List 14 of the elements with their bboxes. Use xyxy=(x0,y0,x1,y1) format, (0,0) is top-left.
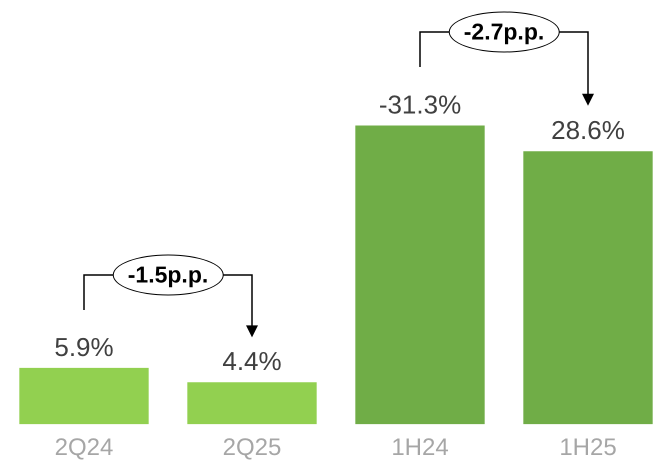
x-tick-label: 1H24 xyxy=(391,434,449,462)
x-tick-label: 2Q24 xyxy=(54,434,114,462)
text: -2.7p.p. xyxy=(448,12,560,53)
bar xyxy=(355,125,485,424)
data-label: 5.9% xyxy=(54,332,114,362)
bar xyxy=(19,368,149,424)
annotation: -1.5p.p. xyxy=(112,254,224,296)
annotation: -31.3% xyxy=(378,89,462,120)
x-tick-label: 1H25 xyxy=(559,434,617,462)
data-label: 28.6% xyxy=(551,115,625,146)
bar xyxy=(523,151,653,424)
bar xyxy=(187,382,317,424)
x-tick-label: 2Q25 xyxy=(222,434,282,462)
data-label: 4.4% xyxy=(222,346,282,376)
